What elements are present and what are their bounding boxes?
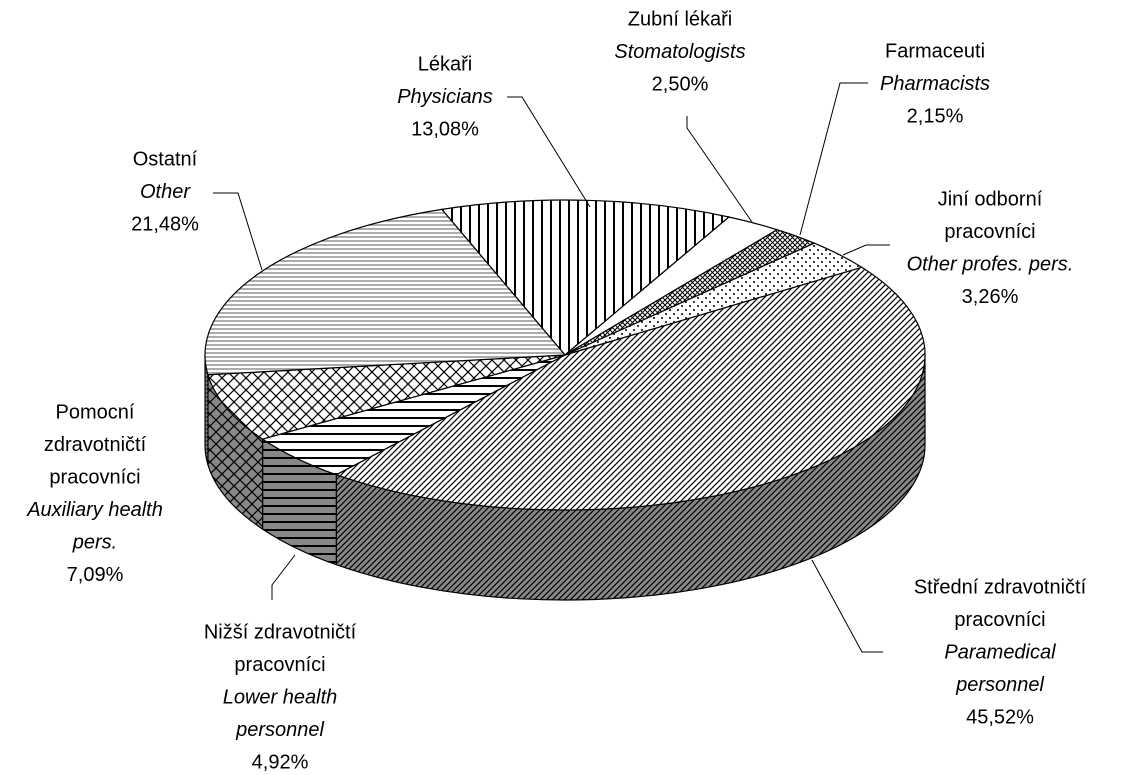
value-label: 2,15% (907, 105, 964, 127)
slice-label-en: Other profes. pers. (907, 253, 1074, 275)
slice-label-en: Physicians (397, 86, 493, 108)
slice-label-en: Other (140, 181, 191, 203)
value-label: 2,50% (652, 73, 709, 95)
slice-label: Nižší zdravotničtí (204, 621, 357, 643)
slice-label: Pomocní (56, 401, 135, 423)
slice-label: pracovníci (954, 609, 1045, 631)
value-label: 45,52% (966, 706, 1034, 728)
slice-label-en: personnel (955, 674, 1044, 696)
value-label: 21,48% (131, 213, 199, 235)
slice-label: Farmaceuti (885, 40, 985, 62)
leader-line (686, 116, 753, 223)
slice-label: zdravotničtí (44, 434, 147, 456)
leader-line (213, 192, 263, 271)
leader-line (842, 244, 890, 256)
leader-line (507, 96, 591, 208)
slice-label: Jiní odborní (938, 188, 1043, 210)
slice-label: Střední zdravotničtí (914, 576, 1087, 598)
slice-label-en: Auxiliary health (26, 499, 163, 521)
slice-label-en: Lower health (223, 686, 338, 708)
value-label: 13,08% (411, 118, 479, 140)
value-label: 3,26% (962, 286, 1019, 308)
slice-label: Ostatní (133, 148, 198, 170)
slice-label: pracovníci (49, 466, 140, 488)
slice-label-en: Paramedical (944, 641, 1056, 663)
slice-label: pracovníci (944, 221, 1035, 243)
value-label: 7,09% (67, 564, 124, 586)
pie-slice (440, 199, 731, 356)
slice-label-en: Pharmacists (880, 73, 990, 95)
leader-line (271, 554, 296, 600)
slice-label: pracovníci (234, 654, 325, 676)
slice-label: Lékaři (418, 53, 472, 75)
leader-line (799, 82, 868, 236)
value-label: 4,92% (252, 751, 309, 773)
slice-label-en: pers. (72, 531, 117, 553)
slice-label-en: Stomatologists (614, 41, 745, 63)
slice-label-en: personnel (235, 719, 324, 741)
pie-slice (204, 208, 567, 376)
leader-line (811, 559, 883, 653)
pie-slice (334, 266, 926, 511)
slice-label: Zubní lékaři (628, 8, 733, 30)
pie-slice (207, 354, 566, 440)
